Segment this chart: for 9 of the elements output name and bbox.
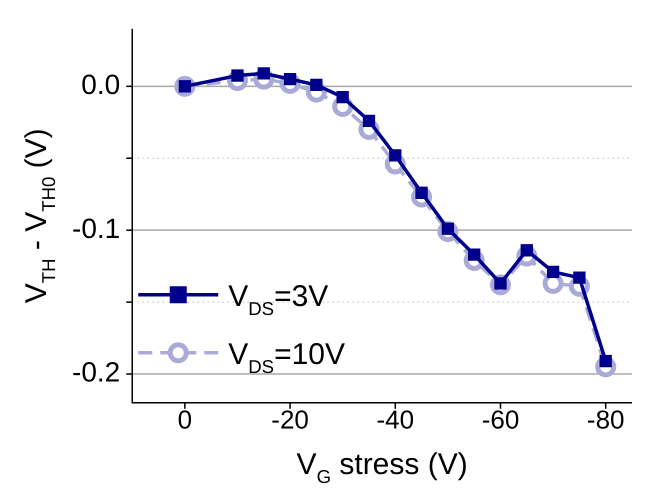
y-tick-label: -0.2 [72, 356, 120, 388]
y-tick-label: 0.0 [81, 69, 120, 100]
y-tick-label: -0.1 [72, 212, 120, 244]
x-tick-label: -20 [271, 404, 309, 435]
y-axis-title: VTH - VTH0 (V) [20, 128, 59, 304]
x-tick-label: -80 [586, 404, 624, 435]
x-tick-label: -60 [482, 404, 520, 435]
x-tick-label: 0 [178, 404, 192, 435]
x-tick-label: -40 [376, 404, 414, 435]
